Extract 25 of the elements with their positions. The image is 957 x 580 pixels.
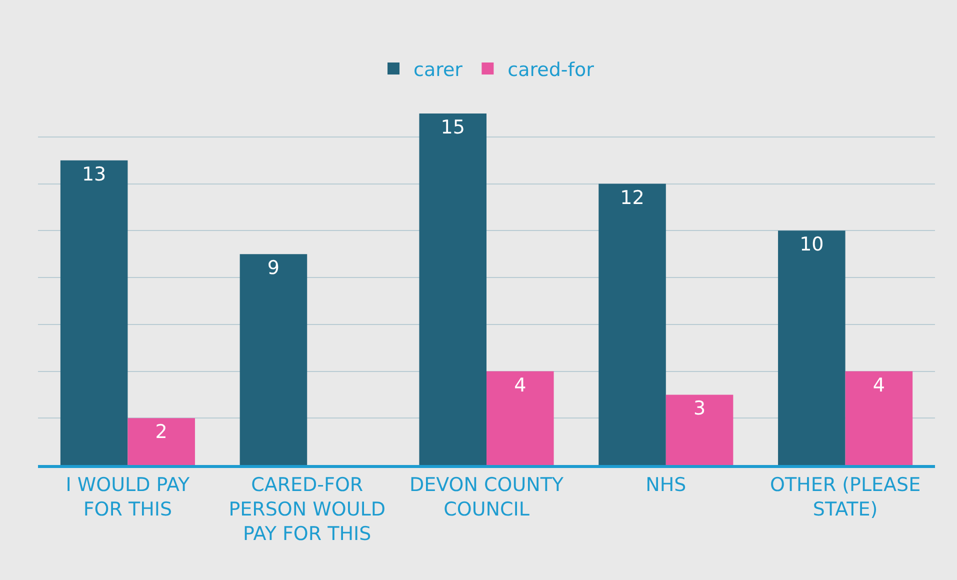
data-label: 10: [800, 234, 824, 256]
data-label: 4: [872, 374, 885, 396]
x-tick-label: NHS: [646, 474, 686, 496]
bar: [128, 418, 195, 465]
data-label: 9: [267, 257, 280, 280]
bar: [778, 230, 846, 465]
bar: [240, 254, 308, 465]
bar: [845, 371, 913, 465]
x-tick-label: I WOULD PAY FOR THIS: [66, 474, 190, 520]
bar: [60, 160, 128, 465]
data-label: 3: [693, 398, 706, 420]
data-label: 4: [514, 374, 526, 396]
data-label: 13: [82, 163, 106, 186]
bar: [598, 184, 666, 465]
x-tick-label: DEVON COUNTY COUNCIL: [409, 474, 564, 520]
legend-label: carer: [414, 58, 463, 81]
x-tick-label: OTHER (PLEASE STATE): [770, 474, 921, 520]
data-label: 2: [155, 421, 168, 444]
bar: [486, 371, 554, 465]
x-tick-label: CARED-FOR PERSON WOULD PAY FOR THIS: [228, 474, 386, 546]
data-label: 12: [620, 186, 644, 209]
data-label: 15: [440, 116, 465, 138]
bar: [666, 394, 734, 465]
legend-label: cared-for: [508, 58, 594, 81]
bar: [419, 114, 486, 465]
